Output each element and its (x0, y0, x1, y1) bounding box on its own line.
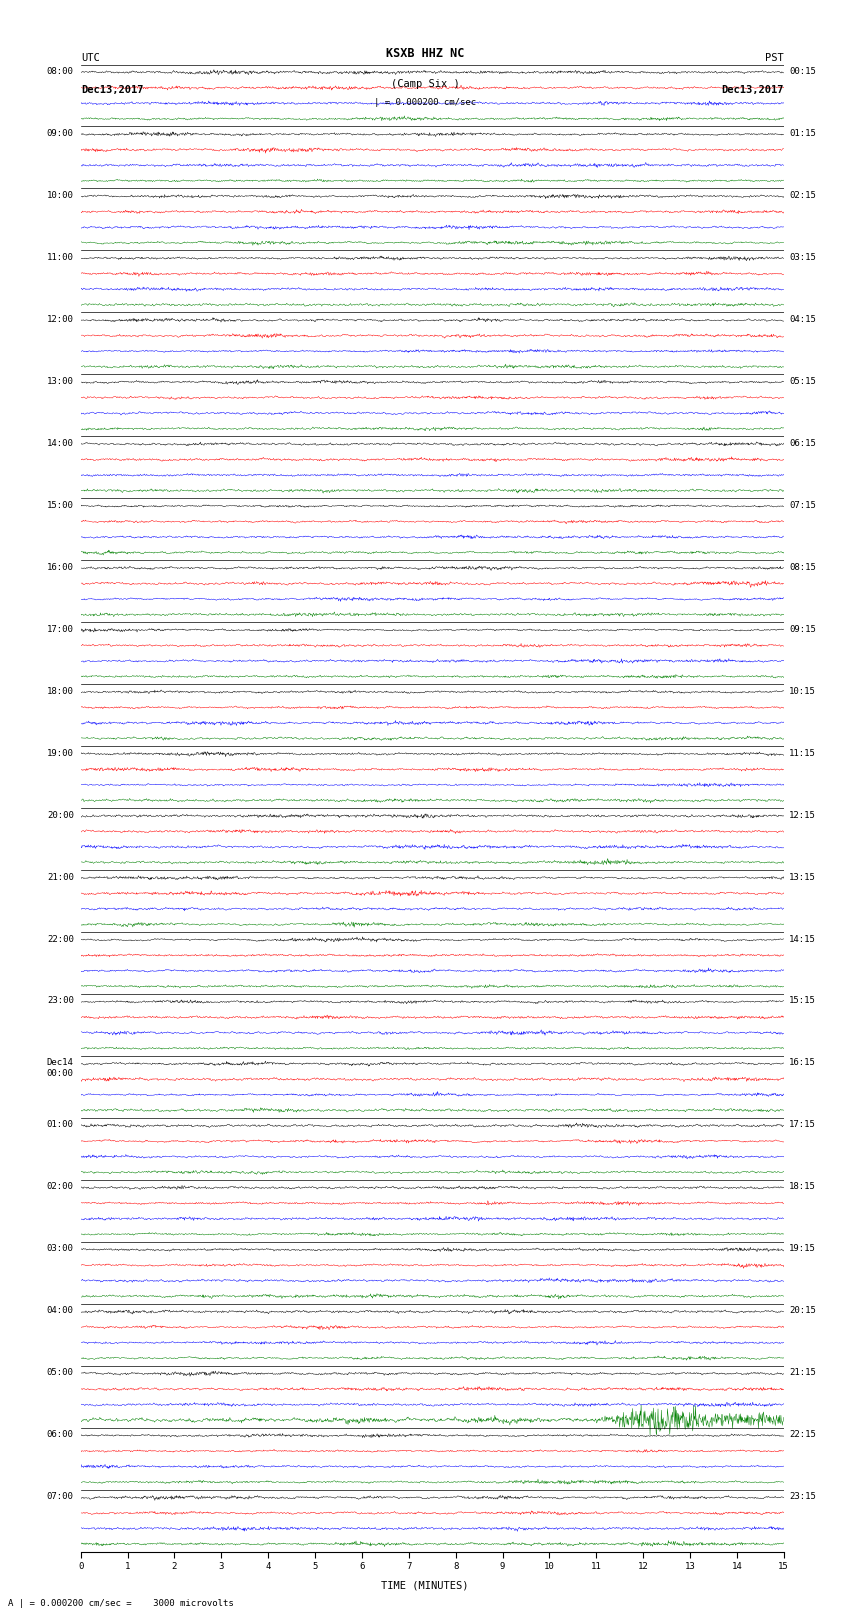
Text: 03:00: 03:00 (47, 1244, 74, 1253)
Text: 02:15: 02:15 (790, 190, 816, 200)
Text: 04:00: 04:00 (47, 1307, 74, 1315)
Text: 05:15: 05:15 (790, 377, 816, 386)
Text: TIME (MINUTES): TIME (MINUTES) (382, 1581, 468, 1590)
Text: 01:00: 01:00 (47, 1121, 74, 1129)
Text: (Camp Six ): (Camp Six ) (391, 79, 459, 89)
Text: 20:15: 20:15 (790, 1307, 816, 1315)
Text: 06:00: 06:00 (47, 1431, 74, 1439)
Text: 03:15: 03:15 (790, 253, 816, 261)
Text: 12:15: 12:15 (790, 811, 816, 819)
Text: 23:00: 23:00 (47, 997, 74, 1005)
Text: 08:00: 08:00 (47, 68, 74, 76)
Text: UTC: UTC (81, 53, 99, 63)
Text: 16:00: 16:00 (47, 563, 74, 571)
Text: 20:00: 20:00 (47, 811, 74, 819)
Text: 22:15: 22:15 (790, 1431, 816, 1439)
Text: | = 0.000200 cm/sec: | = 0.000200 cm/sec (374, 98, 476, 108)
Text: 01:15: 01:15 (790, 129, 816, 139)
Text: 10:15: 10:15 (790, 687, 816, 695)
Text: 15:15: 15:15 (790, 997, 816, 1005)
Text: Dec13,2017: Dec13,2017 (721, 85, 784, 95)
Text: 17:15: 17:15 (790, 1121, 816, 1129)
Text: 11:00: 11:00 (47, 253, 74, 261)
Text: PST: PST (765, 53, 784, 63)
Text: 22:00: 22:00 (47, 934, 74, 944)
Text: A | = 0.000200 cm/sec =    3000 microvolts: A | = 0.000200 cm/sec = 3000 microvolts (8, 1598, 235, 1608)
Text: 05:00: 05:00 (47, 1368, 74, 1378)
Text: 18:00: 18:00 (47, 687, 74, 695)
Text: 04:15: 04:15 (790, 315, 816, 324)
Text: 07:15: 07:15 (790, 500, 816, 510)
Text: 08:15: 08:15 (790, 563, 816, 571)
Text: KSXB HHZ NC: KSXB HHZ NC (386, 47, 464, 60)
Text: 00:15: 00:15 (790, 68, 816, 76)
Text: 11:15: 11:15 (790, 748, 816, 758)
Text: 12:00: 12:00 (47, 315, 74, 324)
Text: 21:00: 21:00 (47, 873, 74, 882)
Text: 17:00: 17:00 (47, 624, 74, 634)
Text: 09:00: 09:00 (47, 129, 74, 139)
Text: 23:15: 23:15 (790, 1492, 816, 1502)
Text: 19:15: 19:15 (790, 1244, 816, 1253)
Text: 21:15: 21:15 (790, 1368, 816, 1378)
Text: Dec13,2017: Dec13,2017 (81, 85, 144, 95)
Text: 18:15: 18:15 (790, 1182, 816, 1192)
Text: 13:00: 13:00 (47, 377, 74, 386)
Text: 15:00: 15:00 (47, 500, 74, 510)
Text: 16:15: 16:15 (790, 1058, 816, 1068)
Text: 06:15: 06:15 (790, 439, 816, 448)
Text: 09:15: 09:15 (790, 624, 816, 634)
Text: 14:15: 14:15 (790, 934, 816, 944)
Text: 19:00: 19:00 (47, 748, 74, 758)
Text: 02:00: 02:00 (47, 1182, 74, 1192)
Text: Dec14
00:00: Dec14 00:00 (47, 1058, 74, 1077)
Text: 10:00: 10:00 (47, 190, 74, 200)
Text: 07:00: 07:00 (47, 1492, 74, 1502)
Text: 14:00: 14:00 (47, 439, 74, 448)
Text: 13:15: 13:15 (790, 873, 816, 882)
